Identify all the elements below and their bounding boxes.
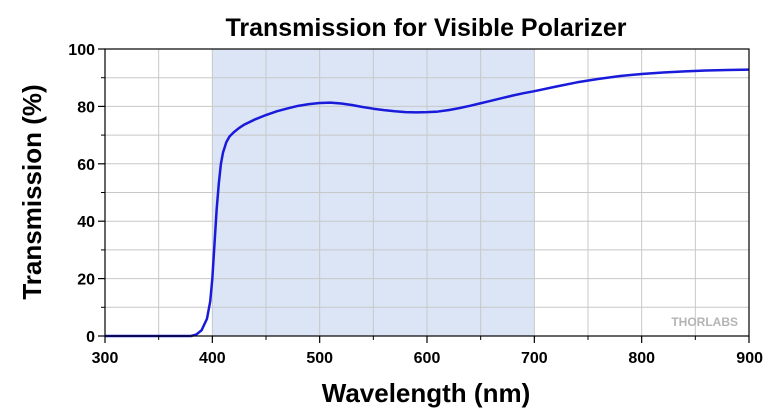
chart-title: Transmission for Visible Polarizer: [225, 14, 626, 42]
series-line: [105, 68, 750, 338]
x-tick-label: 700: [521, 350, 548, 367]
x-tick-label: 900: [736, 350, 763, 367]
x-axis-label: Wavelength (nm): [322, 378, 530, 408]
x-tick-label: 600: [414, 350, 441, 367]
x-tick-label: 500: [306, 350, 333, 367]
x-tick-label: 400: [199, 350, 226, 367]
y-tick-label: 60: [77, 157, 95, 174]
x-tick-label: 800: [628, 350, 655, 367]
y-tick-label: 100: [68, 42, 95, 59]
y-tick-label: 20: [77, 272, 95, 289]
y-tick-label: 80: [77, 99, 95, 116]
y-tick-label: 0: [86, 329, 95, 346]
y-tick-label: 40: [77, 214, 95, 231]
y-axis-label: Transmission (%): [17, 84, 47, 299]
thorlabs-logo: THORLABS: [671, 315, 738, 329]
x-tick-label: 300: [92, 350, 119, 367]
plot-area: 0 20 40 60 80 100 300 400 500 600 700 800 900: [68, 42, 763, 367]
